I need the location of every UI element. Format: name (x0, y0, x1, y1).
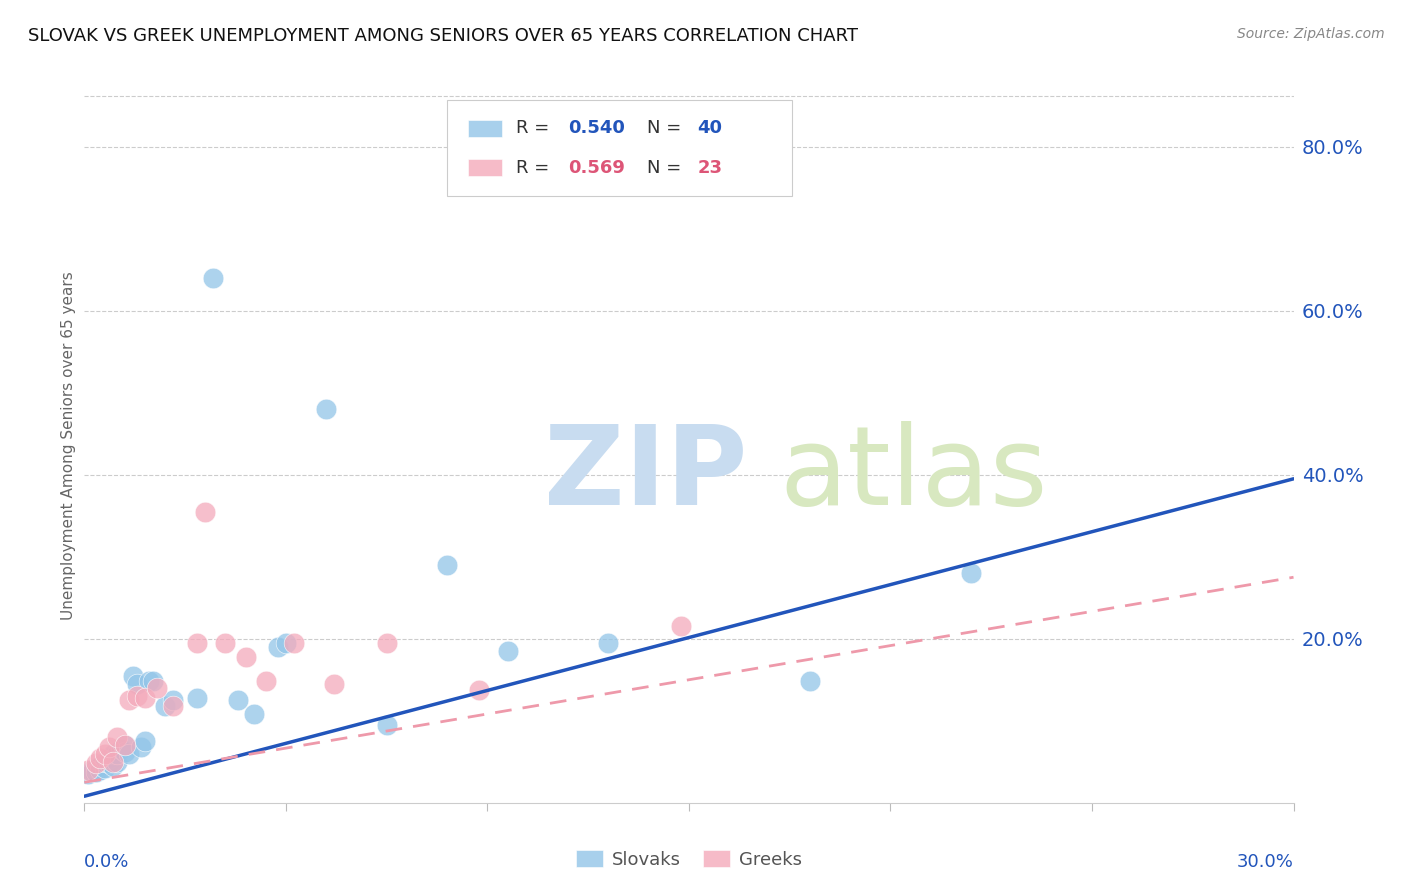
Text: atlas: atlas (780, 421, 1047, 528)
Point (146, 681, 169, 695)
Point (125, 677, 148, 691)
Point (153, 698, 176, 713)
Text: 0.569: 0.569 (568, 159, 624, 177)
Point (235, 649, 257, 664)
Point (82, 764, 104, 779)
Point (162, 693, 184, 707)
Point (89, 763, 111, 777)
Point (142, 674, 165, 689)
Text: N =: N = (647, 159, 686, 177)
Point (375, 718, 398, 732)
Point (93, 747, 115, 761)
Point (214, 636, 236, 650)
Point (101, 747, 124, 761)
Point (110, 742, 132, 756)
Point (77, 767, 100, 781)
Text: ZIP: ZIP (544, 421, 747, 528)
Point (86, 756, 108, 771)
Point (97, 750, 120, 764)
Point (89, 759, 111, 773)
Text: SLOVAK VS GREEK UNEMPLOYMENT AMONG SENIORS OVER 65 YEARS CORRELATION CHART: SLOVAK VS GREEK UNEMPLOYMENT AMONG SENIO… (28, 27, 858, 45)
Point (134, 690, 156, 705)
Bar (468, 159, 502, 177)
Point (93, 760, 115, 774)
Point (202, 270, 225, 285)
Point (93, 755, 115, 769)
Point (960, 566, 983, 581)
FancyBboxPatch shape (447, 100, 792, 196)
Point (101, 755, 124, 769)
Point (186, 690, 208, 705)
Text: R =: R = (516, 159, 555, 177)
Text: 0.540: 0.540 (568, 120, 624, 137)
Point (89, 750, 111, 764)
Legend: Slovaks, Greeks: Slovaks, Greeks (569, 843, 808, 876)
Point (114, 739, 136, 753)
Point (162, 698, 184, 713)
Point (86, 761, 108, 775)
Point (598, 636, 620, 650)
Point (669, 619, 692, 633)
Point (82, 763, 104, 777)
Text: 40: 40 (697, 120, 723, 137)
Point (77, 763, 100, 777)
Text: R =: R = (516, 120, 555, 137)
Point (129, 739, 152, 754)
Point (496, 644, 519, 658)
Y-axis label: Unemployment Among Seniors over 65 years: Unemployment Among Seniors over 65 years (60, 272, 76, 620)
Point (468, 682, 491, 697)
Point (114, 739, 136, 753)
Point (226, 693, 249, 707)
Point (186, 636, 208, 650)
Point (125, 689, 148, 703)
Point (138, 674, 160, 689)
Text: N =: N = (647, 120, 686, 137)
Point (118, 693, 141, 707)
Point (254, 674, 277, 689)
Point (323, 677, 346, 691)
Point (315, 402, 337, 417)
Point (242, 707, 264, 722)
Point (436, 558, 458, 572)
Point (118, 747, 141, 761)
Point (101, 759, 124, 773)
Point (97, 739, 120, 754)
Point (105, 747, 128, 761)
Point (97, 756, 120, 771)
Text: 0.0%: 0.0% (84, 853, 129, 871)
Bar (468, 120, 502, 137)
Point (134, 734, 156, 748)
Point (194, 505, 217, 519)
Point (105, 730, 128, 744)
Point (283, 636, 305, 650)
Point (105, 755, 128, 769)
Text: 30.0%: 30.0% (1237, 853, 1294, 871)
Point (799, 674, 821, 689)
Point (86, 764, 108, 779)
Text: 23: 23 (697, 159, 723, 177)
Point (274, 636, 297, 650)
Point (114, 745, 136, 759)
Point (267, 640, 290, 654)
Text: Source: ZipAtlas.com: Source: ZipAtlas.com (1237, 27, 1385, 41)
Point (375, 636, 398, 650)
Point (121, 668, 143, 682)
